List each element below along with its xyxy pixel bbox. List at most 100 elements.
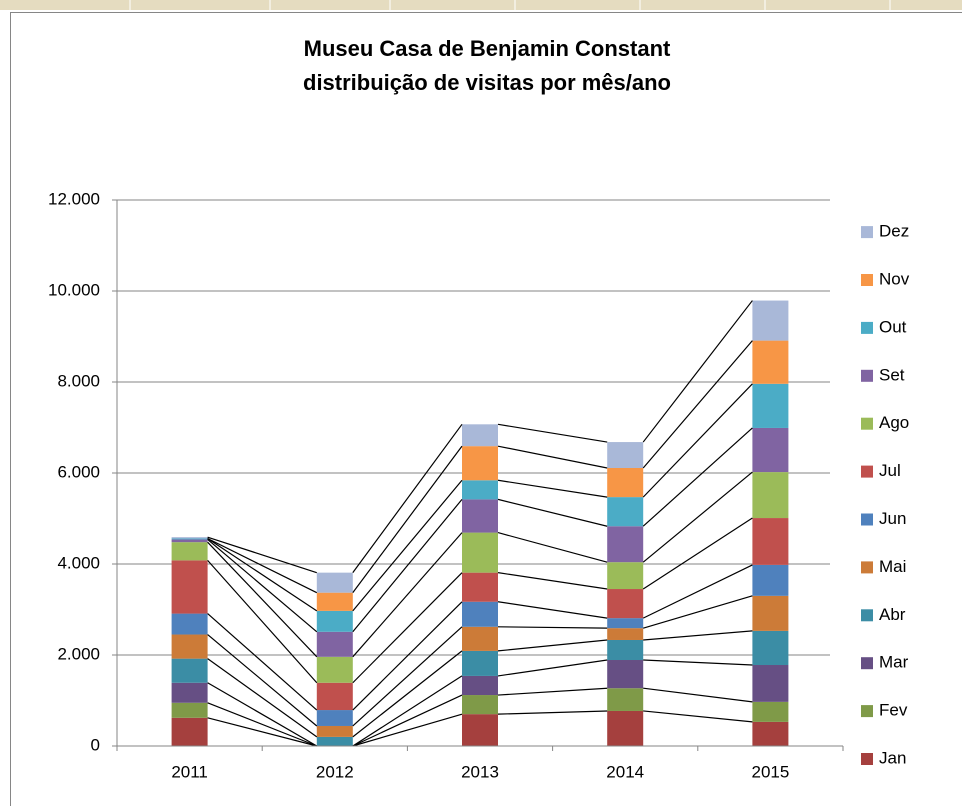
legend-swatch [861,321,873,334]
series-line [497,710,608,715]
legend-label: Nov [879,269,910,288]
series-line [642,427,753,527]
bar-segment [462,714,498,746]
bar-segment [171,717,208,746]
bar-segment [752,665,789,702]
bar-segment [316,610,353,632]
x-tick-label: 2015 [751,762,789,781]
header-strip [0,0,962,10]
series-line [207,541,318,658]
legend-label: Jan [879,748,906,767]
sheet-header [0,0,962,10]
bar-segment [171,539,208,543]
y-tick-label: 2.000 [57,644,100,663]
bar-segment [607,526,644,563]
bar-segment [607,442,644,468]
bar-segment [752,721,789,746]
bar-segment [316,725,353,737]
bar-segment [171,658,208,683]
series-line [643,687,753,703]
series-line [352,532,463,658]
series-line [497,498,608,527]
bar-segment [462,572,498,602]
bar-segment [316,631,353,657]
series-line [352,445,463,594]
bar-segment [316,710,353,726]
series-line [497,572,608,590]
series-line [207,538,318,633]
series-line [207,559,318,684]
chart-title: distribuição de visitas por mês/ano [303,70,671,95]
bar-segment [752,383,789,428]
legend-swatch [861,705,873,718]
series-line [352,675,463,747]
bar-segment [752,630,789,666]
bar-segment [607,589,644,619]
series-line [642,564,753,619]
bar-segment [462,601,498,627]
series-line [207,702,318,747]
series-line [352,572,463,684]
bar-segment [752,340,789,384]
chart-title: Museu Casa de Benjamin Constant [304,36,671,61]
series-line [352,694,463,747]
bar-segment [462,695,498,715]
legend-swatch [861,274,873,286]
bar-segment [462,499,498,533]
bar-segment [171,682,208,703]
y-tick-label: 4.000 [57,553,100,572]
bar-segment [752,595,789,631]
series-line [352,626,463,727]
bar-segment [752,300,789,341]
bar-segment [171,542,208,561]
series-line [207,536,317,574]
legend-label: Dez [879,222,909,241]
bar-segment [171,537,208,539]
bar-segment [752,427,789,473]
legend-label: Fev [879,701,908,720]
bar-segment [316,592,353,611]
bar-segment [171,634,208,659]
bar-segment [462,480,498,500]
bar-segment [607,562,644,590]
y-tick-label: 10.000 [48,280,100,299]
legend-label: Mai [879,557,906,576]
series-line [497,423,608,443]
series-line [497,601,608,619]
series-line [497,626,608,629]
legend-label: Abr [879,605,906,624]
series-line [497,687,608,696]
series-line [642,340,753,469]
y-tick-label: 8.000 [57,371,100,390]
bar-segment [171,702,208,718]
bar-segment [607,688,644,711]
bar-segment [752,701,789,722]
bar-segment [316,682,353,711]
series-line [207,658,318,738]
series-line [207,537,318,594]
bar-segment [316,656,353,683]
series-line [352,499,463,633]
y-tick-label: 6.000 [57,462,100,481]
y-tick-label: 0 [91,735,100,754]
bar-segment [607,639,644,661]
bar-segment [316,572,353,593]
series-line [642,383,753,498]
bar-segment [462,626,498,651]
bar-segment [462,424,498,447]
legend-label: Mar [879,653,909,672]
bar-segment [462,675,498,696]
bar-segment [607,497,644,527]
series-line [497,479,608,498]
legend-swatch [861,417,873,430]
x-tick-label: 2011 [171,762,208,781]
bar-segment [462,532,498,573]
bar-segment [752,518,789,565]
series-line [352,650,463,738]
series-line [497,445,608,469]
series-line [643,659,753,666]
x-tick-label: 2013 [461,762,499,781]
bar-segment [607,660,644,689]
